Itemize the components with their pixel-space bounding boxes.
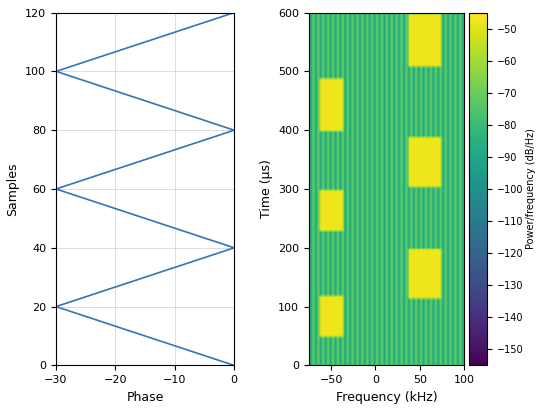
Y-axis label: Power/frequency (dB/Hz): Power/frequency (dB/Hz): [526, 129, 536, 249]
Y-axis label: Samples: Samples: [7, 162, 20, 216]
X-axis label: Phase: Phase: [127, 391, 164, 404]
X-axis label: Frequency (kHz): Frequency (kHz): [335, 391, 437, 404]
Y-axis label: Time (μs): Time (μs): [260, 160, 273, 218]
